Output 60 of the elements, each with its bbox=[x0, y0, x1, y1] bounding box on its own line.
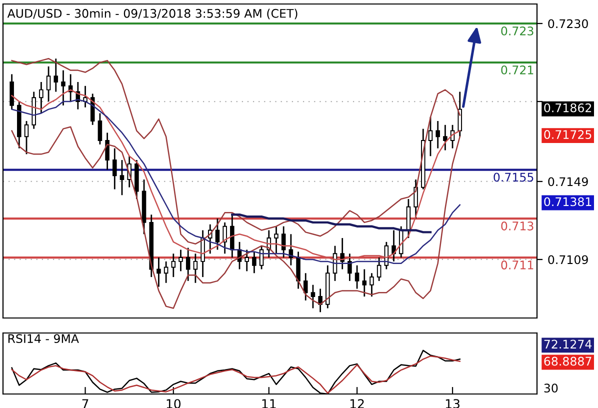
y-tick-label: 0.7109 bbox=[548, 255, 588, 264]
candlestick bbox=[164, 260, 168, 284]
candlestick bbox=[171, 252, 176, 278]
candlestick bbox=[24, 120, 29, 155]
candlestick bbox=[46, 66, 51, 102]
candlestick bbox=[318, 288, 322, 313]
y-tick-label: 0.7230 bbox=[548, 19, 588, 28]
chart-title: RSI14 - 9MA bbox=[8, 334, 79, 344]
text: 0.71725 bbox=[544, 130, 592, 139]
candlestick bbox=[310, 284, 316, 309]
candlestick bbox=[274, 226, 278, 254]
candlestick bbox=[222, 222, 227, 254]
candlestick bbox=[186, 247, 190, 282]
candlestick bbox=[443, 124, 448, 151]
y-tick-label: 0.7149 bbox=[548, 177, 588, 186]
ref-line-label: 0.7155 bbox=[494, 172, 534, 182]
text: 0.71862 bbox=[544, 103, 592, 112]
x-tick-label: 7 bbox=[82, 399, 88, 408]
candlestick bbox=[98, 112, 102, 146]
candlestick bbox=[230, 214, 234, 258]
candlestick bbox=[414, 178, 418, 220]
candlestick bbox=[296, 250, 300, 290]
candlestick bbox=[178, 249, 183, 272]
candlestick bbox=[398, 226, 404, 258]
candlestick bbox=[200, 230, 205, 278]
ref-line-label: 0.721 bbox=[501, 65, 534, 74]
candlestick bbox=[193, 252, 198, 284]
candlestick bbox=[105, 132, 110, 170]
candlestick bbox=[90, 93, 95, 126]
candlestick bbox=[376, 256, 382, 282]
candlestick bbox=[370, 272, 374, 298]
text: 72.1274 bbox=[544, 340, 592, 348]
x-tick-label: 11 bbox=[262, 399, 276, 408]
candlestick bbox=[244, 249, 249, 272]
text: 30 bbox=[544, 384, 558, 393]
candlestick bbox=[10, 74, 14, 110]
ref-line-label: 0.723 bbox=[501, 26, 534, 36]
candlestick bbox=[39, 81, 44, 114]
ref-line-label: 0.711 bbox=[501, 260, 534, 270]
candlestick bbox=[303, 272, 308, 302]
candlestick bbox=[362, 268, 367, 298]
candlestick bbox=[340, 237, 344, 270]
candlestick bbox=[252, 250, 256, 274]
ref-line-label: 0.713 bbox=[501, 222, 534, 230]
text: 0.71381 bbox=[544, 197, 592, 206]
chart-title: AUD/USD - 30min - 09/13/2018 3:53:59 AM (CET) bbox=[7, 8, 298, 20]
candlestick bbox=[54, 58, 58, 92]
x-tick-label: 12 bbox=[350, 399, 364, 408]
candlestick bbox=[112, 148, 117, 190]
candlestick bbox=[61, 70, 66, 106]
candlestick bbox=[215, 218, 220, 250]
text: 68.8887 bbox=[544, 356, 592, 366]
candlestick bbox=[120, 159, 124, 196]
candlestick bbox=[354, 264, 360, 290]
candlestick bbox=[156, 256, 161, 288]
candlestick bbox=[348, 252, 352, 282]
line-series bbox=[11, 126, 460, 309]
candlestick bbox=[436, 120, 440, 150]
candlestick bbox=[458, 91, 462, 138]
candlestick bbox=[428, 116, 433, 157]
